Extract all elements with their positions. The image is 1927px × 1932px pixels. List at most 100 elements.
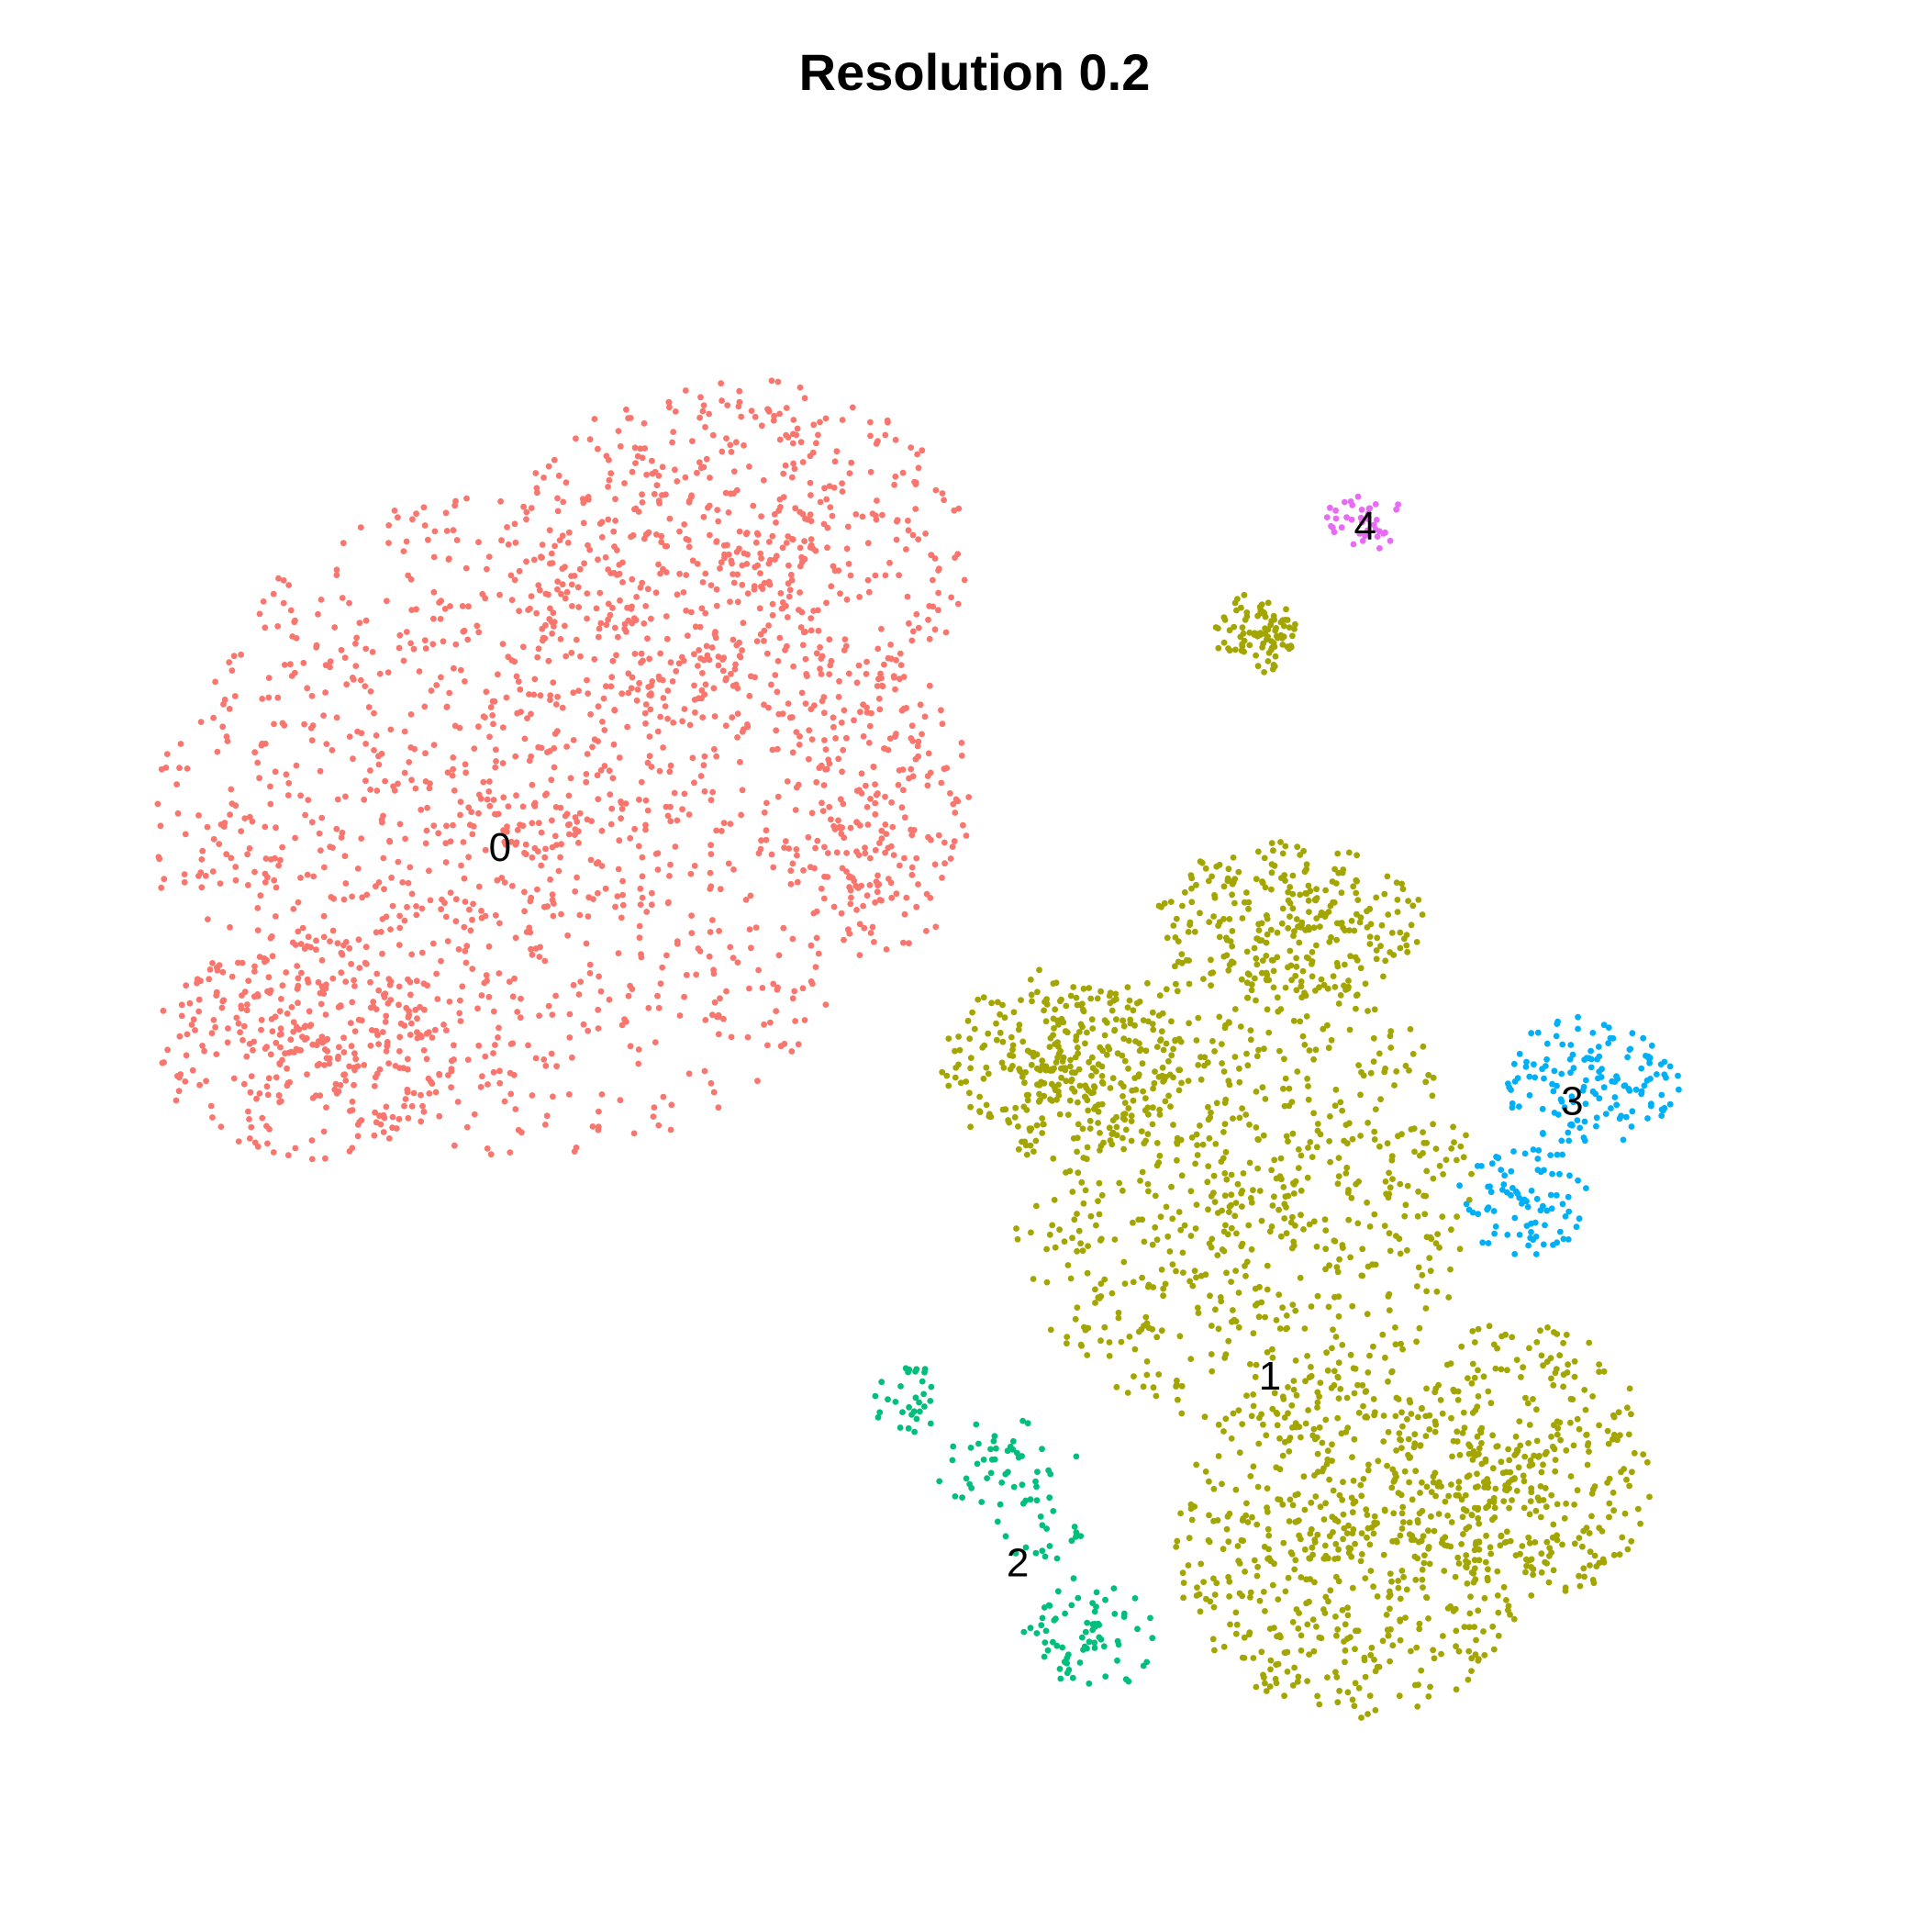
cell-point (1332, 1540, 1340, 1547)
cell-point (454, 1099, 462, 1105)
cell-point (1322, 887, 1329, 894)
cell-point (796, 544, 804, 552)
cell-point (783, 405, 790, 411)
cell-point (1280, 1085, 1287, 1092)
cell-point (418, 806, 425, 813)
cell-point (908, 765, 915, 773)
cell-point (426, 1090, 433, 1097)
cell-point (1103, 1019, 1110, 1026)
cell-point (1039, 1446, 1045, 1453)
cell-point (1264, 912, 1270, 919)
cell-point (246, 1116, 252, 1122)
cell-point (509, 993, 517, 1000)
cell-point (1163, 986, 1170, 993)
cell-point (618, 805, 626, 812)
cell-point (1340, 866, 1347, 873)
cell-point (1015, 1123, 1021, 1130)
cell-point (1475, 1514, 1482, 1522)
cell-point (239, 959, 246, 966)
cell-point (659, 463, 666, 471)
cell-point (352, 640, 359, 647)
cell-point (797, 439, 805, 446)
cell-point (1250, 1187, 1256, 1194)
cell-point (577, 653, 584, 660)
cell-point (1193, 1592, 1200, 1599)
cell-point (266, 989, 273, 997)
cell-point (1581, 1573, 1587, 1580)
cell-point (1246, 971, 1253, 978)
cell-point (1370, 1058, 1377, 1065)
cell-point (613, 652, 619, 659)
cell-point (460, 628, 467, 635)
cell-point (1598, 1528, 1606, 1535)
cell-point (262, 878, 269, 886)
cell-point (841, 936, 847, 944)
cell-point (1372, 501, 1379, 508)
cell-point (1485, 1240, 1492, 1246)
cell-point (676, 528, 683, 535)
cell-point (1321, 1216, 1329, 1223)
cell-point (1208, 1351, 1215, 1357)
cell-point (1415, 1413, 1421, 1421)
cell-point (1452, 1573, 1459, 1580)
cell-point (1019, 1038, 1027, 1045)
cell-point (1206, 919, 1213, 925)
cell-point (1393, 879, 1400, 886)
cell-point (316, 830, 323, 837)
cell-point (611, 624, 618, 631)
cell-point (1416, 1510, 1423, 1517)
cell-point (993, 1020, 999, 1027)
cell-point (1301, 1546, 1309, 1553)
cell-point (1371, 1409, 1378, 1416)
cell-point (1423, 1140, 1431, 1146)
cell-point (1094, 995, 1101, 1002)
cell-point (572, 832, 578, 838)
cell-point (993, 1036, 1000, 1044)
cell-point (952, 554, 958, 561)
cell-point (186, 1000, 194, 1007)
cell-point (1320, 1516, 1328, 1523)
cell-point (1370, 1343, 1376, 1350)
cell-point (1269, 1346, 1275, 1353)
cell-point (1575, 1025, 1581, 1033)
cell-point (351, 1050, 358, 1057)
cell-point (1009, 1042, 1017, 1049)
cell-point (1223, 1269, 1230, 1277)
cell-point (1287, 913, 1293, 920)
cell-point (1475, 1483, 1481, 1490)
cell-point (1558, 1070, 1565, 1078)
cell-point (244, 851, 251, 858)
cell-point (1295, 1165, 1302, 1171)
cell-point (562, 812, 569, 820)
cell-point (1051, 1025, 1057, 1032)
cell-point (1449, 1453, 1455, 1460)
cell-point (1030, 1276, 1037, 1282)
cell-point (555, 867, 563, 875)
cell-point (401, 769, 408, 776)
cell-point (1086, 1680, 1093, 1687)
cell-point (797, 624, 805, 631)
cell-point (586, 546, 594, 553)
cell-point (1053, 1615, 1059, 1623)
cell-point (342, 880, 350, 887)
cell-point (423, 827, 430, 834)
cell-point (861, 924, 868, 932)
cell-point (1258, 969, 1265, 977)
cell-point (256, 775, 262, 782)
cell-point (596, 625, 603, 632)
cell-point (1482, 1456, 1489, 1463)
cell-point (1604, 1480, 1610, 1486)
cell-point (1311, 1472, 1318, 1479)
cell-point (1393, 506, 1400, 513)
cell-point (1068, 1602, 1075, 1609)
cell-point (1295, 1491, 1301, 1498)
cell-point (619, 559, 626, 566)
cell-point (1330, 973, 1337, 979)
cell-point (615, 428, 622, 434)
cell-point (1165, 1057, 1172, 1065)
cell-point (781, 844, 787, 851)
cell-point (707, 475, 713, 481)
cell-point (1600, 1368, 1608, 1375)
cell-point (563, 653, 570, 660)
cell-point (801, 538, 808, 544)
